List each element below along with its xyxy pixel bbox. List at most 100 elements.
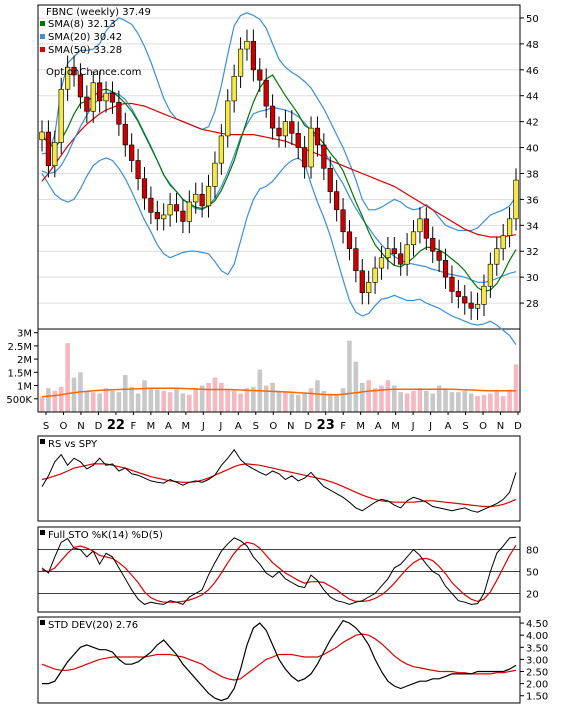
volume-bar	[148, 388, 154, 412]
stddev-y-tick-label: 2.00	[526, 680, 548, 691]
volume-bar	[84, 390, 90, 412]
rs-panel-frame	[37, 435, 521, 522]
candle-body	[129, 144, 135, 161]
candle-body	[289, 121, 295, 134]
price-y-tick-label: 28	[526, 299, 539, 310]
month-label: N	[497, 421, 504, 432]
month-label: O	[60, 421, 68, 432]
stochastic-panel-title: Full STO %K(14) %D(5)	[48, 530, 163, 541]
price-y-tick-label: 36	[526, 195, 539, 206]
candle-body	[302, 147, 308, 168]
volume-bar	[167, 392, 173, 412]
stddev-y-tick-label: 3.50	[526, 643, 548, 654]
volume-bar	[513, 364, 519, 412]
legend-swatch	[40, 47, 45, 52]
month-label: A	[165, 421, 172, 432]
volume-bar	[295, 394, 301, 412]
stddev-line	[42, 619, 517, 702]
month-label: M	[147, 421, 156, 432]
legend-label: SMA(20) 30.42	[48, 32, 122, 43]
volume-bar	[359, 382, 365, 412]
rs-panel-title: RS vs SPY	[48, 439, 98, 450]
month-label: A	[375, 421, 382, 432]
volume-bar	[270, 382, 275, 412]
candle-body	[212, 162, 218, 187]
candle-body	[455, 291, 461, 297]
volume-bar	[193, 388, 199, 412]
candle-body	[218, 135, 224, 164]
volume-bar	[327, 393, 333, 412]
legend-label: SMA(8) 32.13	[48, 19, 116, 30]
volume-bar	[347, 340, 352, 412]
volume-bar	[436, 385, 442, 412]
volume-bar	[154, 389, 160, 412]
stochastic-y-tick-label: 50	[526, 568, 539, 579]
volume-bar	[244, 388, 250, 412]
volume-y-tick-label: 1M	[17, 382, 32, 393]
candle-body	[250, 40, 256, 71]
volume-bar	[110, 390, 115, 412]
volume-bar	[122, 374, 128, 412]
sma8-line	[41, 74, 517, 293]
volume-bar	[353, 361, 359, 412]
volume-average-line	[41, 387, 516, 398]
price-y-tick-label: 38	[526, 169, 539, 180]
legend-swatch	[40, 34, 45, 39]
volume-y-tick-label: 3M	[17, 329, 32, 340]
candle-body	[263, 79, 269, 107]
stddev-y-tick-label: 1.50	[526, 692, 548, 703]
candle-body	[436, 250, 442, 261]
candle-body	[404, 244, 410, 265]
month-label: O	[479, 421, 487, 432]
price-y-tick-label: 48	[526, 40, 539, 51]
candle-body	[205, 186, 212, 207]
candle-body	[449, 276, 455, 292]
month-label: A	[235, 421, 242, 432]
price-y-tick-label: 30	[526, 273, 539, 284]
volume-bar	[161, 390, 167, 412]
stddev-y-tick-label: 4.50	[526, 619, 548, 630]
month-label: J	[411, 421, 415, 432]
candle-body	[468, 302, 474, 309]
candle-body	[257, 69, 263, 81]
candle-body	[430, 237, 436, 252]
price-y-tick-label: 32	[526, 247, 539, 258]
volume-bar	[456, 392, 461, 412]
candle-body	[474, 304, 481, 309]
candle-body	[141, 178, 148, 199]
volume-bar	[481, 394, 487, 412]
price-y-tick-label: 46	[526, 66, 539, 77]
price-y-tick-label: 50	[526, 14, 539, 25]
candle-body	[314, 127, 321, 146]
candle-body	[321, 144, 327, 169]
volume-bar	[475, 396, 480, 412]
stddev-panel-frame	[37, 616, 521, 704]
price-volume-outer-frame	[37, 4, 521, 413]
volume-bar	[366, 380, 371, 412]
stochastic-k-line	[41, 536, 517, 605]
candle-body	[340, 209, 346, 233]
candle-body	[39, 131, 45, 141]
volume-bar	[468, 393, 474, 412]
volume-bar	[321, 390, 327, 412]
volume-bar	[494, 390, 500, 412]
volume-bar	[97, 393, 102, 412]
month-label: J	[201, 421, 205, 432]
stochastic-y-tick-label: 20	[526, 589, 539, 600]
candle-body	[161, 214, 167, 220]
volume-bar	[430, 393, 436, 412]
rs-line	[41, 448, 517, 513]
candle-body	[385, 248, 391, 259]
candle-body	[225, 100, 231, 137]
candle-body	[109, 92, 116, 103]
candle-body	[494, 248, 500, 265]
volume-y-tick-label: 1.5M	[7, 368, 32, 379]
bollinger-lower-band-line	[41, 157, 517, 345]
candle-body	[513, 179, 519, 220]
volume-bar	[135, 393, 141, 412]
candle-body	[103, 92, 109, 102]
volume-bar	[231, 390, 237, 412]
volume-bar	[46, 388, 51, 412]
volume-bar	[212, 377, 218, 412]
